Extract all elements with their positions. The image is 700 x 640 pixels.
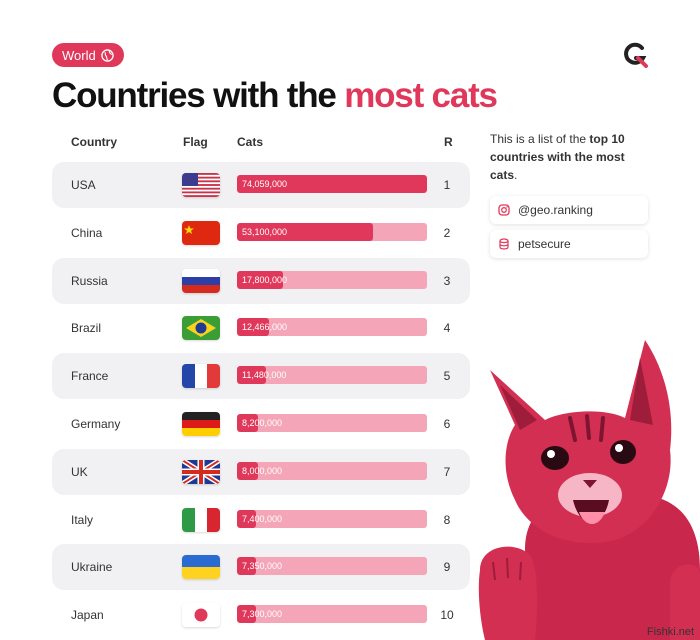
table-row: China 53,100,000 2 [52,210,470,256]
description-post: . [514,168,518,182]
table-row: Italy 7,400,000 8 [52,497,470,543]
table-row: France 11,480,000 5 [52,353,470,400]
table-row: Russia 17,800,000 3 [52,257,470,304]
germany-flag [182,412,220,436]
table-row: Brazil 12,466,000 4 [52,305,470,351]
country-name: China [71,225,103,240]
data-label: 74,059,000 [242,179,288,189]
country-name: UK [71,464,88,479]
rank-value: 7 [443,464,451,479]
header-country: Country [71,135,117,149]
data-label: 12,466,000 [242,322,288,333]
country-name: Brazil [71,321,102,336]
data-label: 7,400,000 [242,513,283,524]
rank-value: 4 [443,321,451,336]
bar-track: 74,059,000 [237,175,427,193]
rank-value: 6 [443,417,451,431]
header-cats: Cats [237,135,264,149]
data-label: 7,300,000 [242,609,283,620]
russia-flag [182,268,220,293]
badge-label: World [62,47,96,63]
table-row: Germany 8,200,000 6 [52,401,470,447]
data-label: 53,100,000 [242,226,288,237]
globe-icon [100,48,114,62]
bar-track: 11,480,000 [237,366,427,385]
uk-flag [182,459,220,484]
country-name: Russia [71,273,108,288]
title-accent: most cats [344,76,498,115]
source-label: petsecure [518,237,571,251]
bar [237,366,266,385]
instagram-link[interactable]: @geo.ranking [490,196,648,224]
china-flag [182,220,220,245]
page-title: Countries with the most cats [52,76,498,116]
bar [237,270,283,289]
bar-track: 17,800,000 [237,270,427,289]
region-badge[interactable]: World [52,43,124,67]
country-name: Germany [71,417,121,431]
country-name: Ukraine [71,560,113,575]
bar [237,414,258,432]
bar [237,461,258,480]
country-name: France [71,369,109,384]
bar-track: 8,000,000 [237,461,427,480]
ukraine-flag [182,555,220,580]
france-flag [182,364,220,389]
rank-value: 5 [443,369,451,384]
rank-value: 8 [443,512,451,527]
bar-track: 7,400,000 [237,509,427,528]
bar [237,509,256,528]
instagram-icon [498,204,510,216]
cat-illustration [478,340,700,640]
bar [237,175,427,193]
country-name: Italy [71,512,94,527]
watermark: Fishki.net [646,626,694,638]
instagram-handle: @geo.ranking [518,203,593,217]
bar [237,605,256,624]
bar-track: 12,466,000 [237,318,427,337]
data-label: 11,480,000 [242,370,287,381]
bar-track: 8,200,000 [237,414,427,432]
title-main: Countries with the [52,76,345,115]
data-label: 8,200,000 [242,418,283,428]
table-row: Ukraine 7,350,000 9 [52,544,470,591]
country-name: USA [71,178,96,192]
source-link[interactable]: petsecure [490,230,648,258]
rank-value: 3 [443,273,451,288]
bar-track: 7,350,000 [237,557,427,576]
bar [237,222,373,241]
description-bold: top 10 countries with the most cats [490,132,625,182]
header-rank: R [444,135,453,149]
data-label: 17,800,000 [242,274,288,285]
data-label: 7,350,000 [242,561,283,572]
bar [237,557,256,576]
brazil-flag [182,316,220,341]
brand-logo-icon [624,42,648,68]
description-text: This is a list of the top 10 countries w… [490,130,640,184]
bar [237,318,269,337]
japan-flag [182,603,220,628]
bar-track: 53,100,000 [237,222,427,241]
rank-value: 1 [443,178,451,192]
description-pre: This is a list of the [490,132,590,146]
rank-value: 10 [440,608,454,623]
database-icon [499,238,509,250]
italy-flag [182,507,220,532]
bar-track: 7,300,000 [237,605,427,624]
rank-value: 9 [443,560,451,575]
table-row: UK 8,000,000 7 [52,448,470,495]
country-name: Japan [71,608,104,623]
table-row: USA 74,059,000 1 [52,162,470,208]
rank-value: 2 [443,225,451,240]
header-flag: Flag [183,135,208,149]
table-row: Japan 7,300,000 10 [52,592,470,638]
data-label: 8,000,000 [242,465,283,476]
usa-flag [182,173,220,197]
